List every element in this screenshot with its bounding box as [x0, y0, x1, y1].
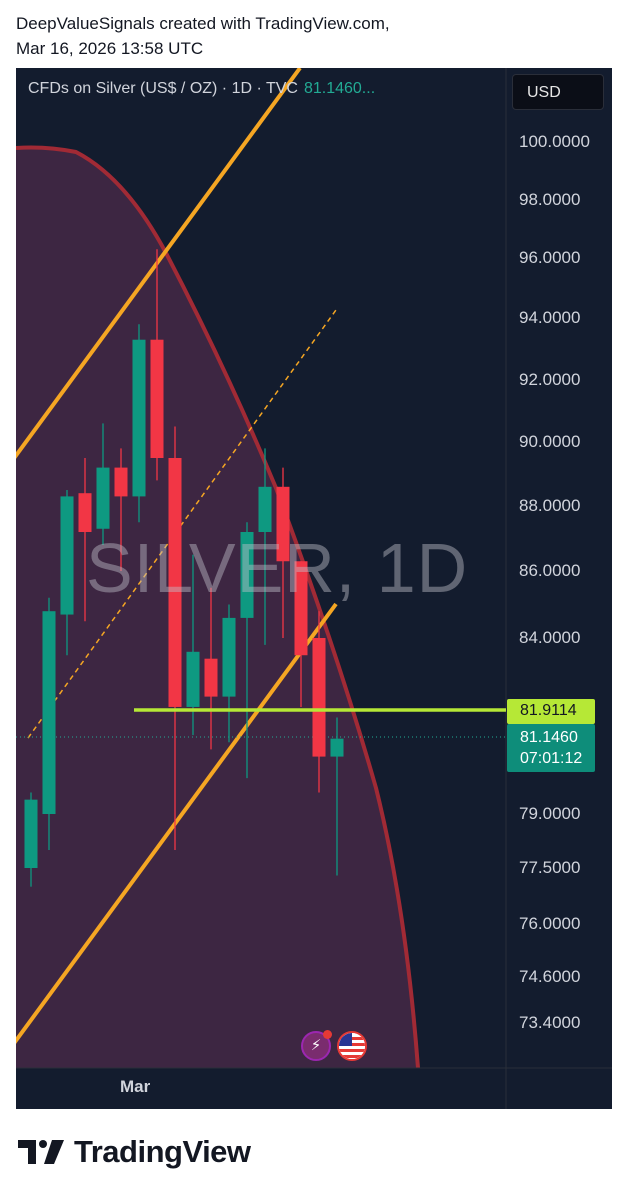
candle-body: [240, 532, 254, 618]
legend-last-price: 81.1460...: [303, 80, 376, 97]
time-axis-label: Mar: [120, 1077, 151, 1096]
candle-body: [186, 651, 200, 707]
candle-body: [258, 486, 272, 532]
attribution-line: DeepValueSignals created with TradingVie…: [16, 14, 390, 33]
last-price-value: 81.1460: [520, 729, 578, 746]
price-tick-label: 98.0000: [519, 190, 581, 209]
candle-body: [24, 799, 38, 868]
chart-panel[interactable]: SILVER, 1D CFDs on Silver (US$ / OZ) · 1…: [16, 68, 612, 1109]
price-tick-label: 84.0000: [519, 628, 581, 647]
price-tick-label: 74.6000: [519, 967, 581, 986]
price-tick-label: 88.0000: [519, 496, 581, 515]
price-tick-label: 79.0000: [519, 804, 581, 823]
symbol-watermark: SILVER, 1D: [86, 529, 469, 607]
price-tick-label: 100.0000: [519, 132, 590, 151]
candle-body: [204, 658, 218, 697]
price-tick-label: 77.5000: [519, 858, 581, 877]
parabolic-arc-line: [16, 145, 420, 1069]
parabolic-arc-fill: [16, 147, 418, 1068]
bar-countdown: 07:01:12: [520, 750, 583, 767]
chart-attribution: DeepValueSignals created with TradingVie…: [16, 11, 390, 61]
candle-body: [312, 638, 326, 757]
tradingview-logo: TradingView: [18, 1134, 251, 1170]
channel-median-line: [27, 309, 337, 739]
candle-body: [114, 467, 128, 497]
candle-body: [132, 339, 146, 497]
attribution-date: Mar 16, 2026 13:58 UTC: [16, 39, 204, 58]
candle-body: [96, 467, 110, 529]
lightning-event-icon[interactable]: ⚡: [301, 1030, 332, 1061]
tradingview-logo-icon: [18, 1140, 64, 1164]
price-tick-label: 92.0000: [519, 370, 581, 389]
price-tick-label: 90.0000: [519, 432, 581, 451]
price-tick-label: 76.0000: [519, 914, 581, 933]
candle-body: [222, 617, 236, 697]
chart-canvas[interactable]: [16, 68, 612, 1109]
price-tick-label: 94.0000: [519, 308, 581, 327]
channel-lower-line: [16, 602, 338, 1044]
candle-body: [330, 738, 344, 757]
symbol-name: CFDs on Silver (US$ / OZ) · 1D · TVC: [28, 80, 298, 97]
currency-button[interactable]: USD: [512, 74, 604, 110]
last-price-label: 81.1460 07:01:12: [507, 724, 595, 772]
price-tick-label: 86.0000: [519, 561, 581, 580]
channel-upper-line: [16, 68, 302, 459]
candle-body: [150, 339, 164, 458]
candle-body: [168, 458, 182, 707]
horizontal-line-price-label: 81.9114: [507, 699, 595, 724]
candle-body: [78, 493, 92, 532]
price-tick-label: 73.4000: [519, 1013, 581, 1032]
notification-dot: [323, 1030, 332, 1039]
candle-body: [42, 611, 56, 814]
symbol-legend[interactable]: CFDs on Silver (US$ / OZ) · 1D · TVC 81.1…: [28, 80, 375, 98]
candle-body: [60, 496, 74, 615]
price-tick-label: 96.0000: [519, 248, 581, 267]
us-flag-event-icon[interactable]: [337, 1031, 367, 1061]
candle-body: [276, 486, 290, 562]
tradingview-wordmark: TradingView: [74, 1134, 251, 1169]
candle-body: [294, 561, 308, 656]
